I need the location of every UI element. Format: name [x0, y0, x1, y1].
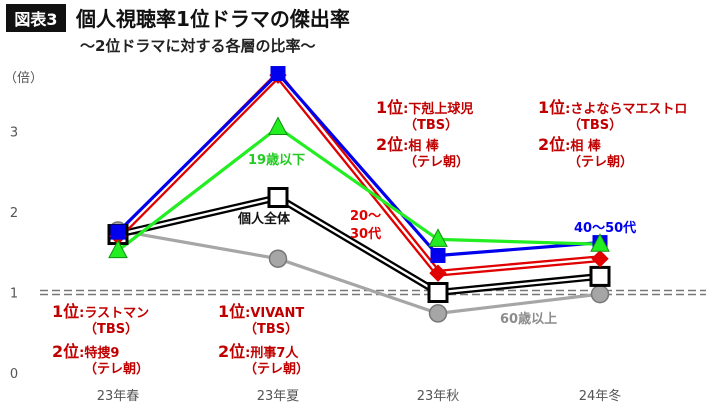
y-tick-label: 0	[10, 367, 18, 382]
data-point-diamond	[429, 264, 447, 282]
series-labels: 60歳以上 個人全体 20〜 30代 40〜50代 19歳以下	[237, 152, 636, 327]
annotation-summer-net1: （TBS）	[244, 321, 298, 337]
data-point-circle	[268, 249, 288, 268]
title-badge-text: 図表3	[14, 10, 57, 29]
data-point-triangle	[428, 228, 448, 247]
annotation-summer-rank2: 2位:刑事7人	[218, 342, 299, 361]
series-label: 19歳以下	[248, 152, 305, 168]
series-markers	[107, 66, 611, 323]
data-point-square-filled	[270, 66, 286, 82]
data-point-square-filled	[110, 224, 126, 240]
series-line	[116, 71, 601, 258]
series-label: 40〜50代	[574, 220, 636, 236]
data-point-triangle	[268, 116, 288, 135]
data-point-diamond	[591, 249, 609, 268]
annotation-winter-net1: （TBS）	[568, 117, 622, 133]
annotation-spring-rank1: 1位:ラストマン	[52, 302, 149, 321]
x-tick-label: 23年秋	[417, 389, 460, 404]
data-point-square	[589, 265, 611, 287]
annotation-autumn-net2: （テレ朝）	[404, 154, 469, 170]
x-tick-label: 23年夏	[257, 389, 300, 404]
chart-title: 個人視聴率1位ドラマの傑出率	[75, 7, 350, 31]
chart-subtitle: 〜2位ドラマに対する各層の比率〜	[80, 37, 315, 55]
data-point-circle	[428, 304, 448, 323]
series-line-inner	[117, 196, 601, 294]
annotation-autumn-net1: （TBS）	[404, 117, 458, 133]
data-point-square	[427, 282, 449, 303]
data-point-square-filled	[430, 247, 446, 263]
series-line	[117, 228, 601, 315]
annotation-autumn-rank2: 2位:相 棒	[376, 135, 440, 154]
y-axis-ticks: 0 1 2 3	[10, 126, 18, 383]
series-label: 20〜	[350, 209, 381, 224]
annotation-spring-net2: （テレ朝）	[84, 361, 149, 377]
annotation-winter-rank1: 1位:さよならマエストロ	[538, 98, 687, 117]
x-tick-label: 23年春	[97, 389, 140, 404]
annotation-summer-net2: （テレ朝）	[244, 361, 309, 377]
series-line	[117, 125, 601, 252]
annotation-winter-net2: （テレ朝）	[568, 154, 633, 170]
y-tick-label: 3	[10, 126, 18, 141]
series-line-inner	[117, 73, 601, 275]
series-lines	[115, 71, 601, 315]
data-point-square	[267, 187, 289, 209]
drama-annotations: 1位:ラストマン （TBS） 2位:特捜9 （テレ朝） 1位:VIVANT （T…	[52, 98, 687, 377]
y-axis-unit-label: （倍）	[4, 71, 43, 86]
annotation-spring-net1: （TBS）	[84, 321, 138, 337]
annotation-winter-rank2: 2位:相 棒	[538, 135, 602, 154]
annotation-autumn-rank1: 1位:下剋上球児	[376, 98, 473, 117]
data-point-circle	[590, 284, 610, 304]
y-tick-label: 2	[10, 206, 18, 221]
annotation-summer-rank1: 1位:VIVANT	[218, 302, 304, 321]
series-label: 60歳以上	[500, 311, 557, 327]
title-badge	[6, 4, 66, 32]
x-tick-label: 24年冬	[579, 388, 622, 404]
data-point-triangle	[590, 233, 610, 252]
data-point-triangle	[108, 239, 128, 259]
series-label-line2: 30代	[350, 226, 381, 242]
y-tick-label: 1	[10, 287, 18, 302]
series-label: 個人全体	[237, 211, 291, 227]
annotation-spring-rank2: 2位:特捜9	[52, 342, 119, 361]
x-axis-labels: 23年春 23年夏 23年秋 24年冬	[97, 388, 622, 404]
